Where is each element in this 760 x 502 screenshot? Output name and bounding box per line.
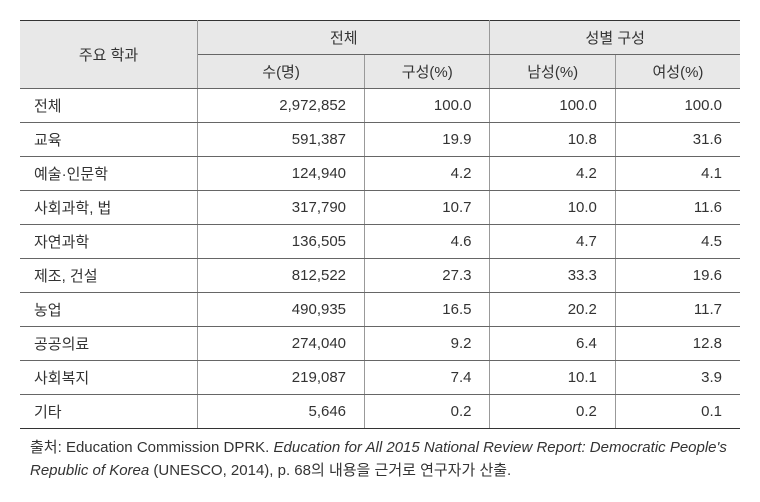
cell-female: 19.6 [615, 259, 740, 293]
cell-count: 812,522 [198, 259, 365, 293]
source-detail: (UNESCO, 2014), p. 68의 내용을 근거로 연구자가 산출. [149, 462, 511, 479]
header-male: 남성(%) [490, 55, 615, 89]
cell-count: 274,040 [198, 327, 365, 361]
table-row: 공공의료274,0409.26.412.8 [20, 327, 740, 361]
cell-pct: 4.2 [365, 157, 490, 191]
cell-female: 3.9 [615, 361, 740, 395]
cell-male: 20.2 [490, 293, 615, 327]
header-major: 주요 학과 [20, 21, 198, 89]
cell-female: 31.6 [615, 123, 740, 157]
table-row: 자연과학136,5054.64.74.5 [20, 225, 740, 259]
cell-female: 11.6 [615, 191, 740, 225]
cell-label: 공공의료 [20, 327, 198, 361]
cell-pct: 4.6 [365, 225, 490, 259]
cell-count: 124,940 [198, 157, 365, 191]
cell-male: 6.4 [490, 327, 615, 361]
header-gender-group: 성별 구성 [490, 21, 740, 55]
table-row: 기타5,6460.20.20.1 [20, 395, 740, 429]
table-header: 주요 학과 전체 성별 구성 수(명) 구성(%) 남성(%) 여성(%) [20, 21, 740, 89]
table-row: 사회과학, 법317,79010.710.011.6 [20, 191, 740, 225]
cell-count: 2,972,852 [198, 89, 365, 123]
cell-count: 219,087 [198, 361, 365, 395]
cell-label: 제조, 건설 [20, 259, 198, 293]
cell-male: 10.8 [490, 123, 615, 157]
cell-female: 12.8 [615, 327, 740, 361]
cell-female: 0.1 [615, 395, 740, 429]
cell-label: 사회복지 [20, 361, 198, 395]
data-table: 주요 학과 전체 성별 구성 수(명) 구성(%) 남성(%) 여성(%) 전체… [20, 20, 740, 429]
table-row: 교육591,38719.910.831.6 [20, 123, 740, 157]
cell-label: 사회과학, 법 [20, 191, 198, 225]
table-row: 사회복지219,0877.410.13.9 [20, 361, 740, 395]
cell-male: 100.0 [490, 89, 615, 123]
header-count: 수(명) [198, 55, 365, 89]
cell-female: 4.5 [615, 225, 740, 259]
source-label: 출처: [30, 439, 66, 456]
table-body: 전체2,972,852100.0100.0100.0교육591,38719.91… [20, 89, 740, 429]
cell-pct: 100.0 [365, 89, 490, 123]
cell-female: 11.7 [615, 293, 740, 327]
cell-male: 0.2 [490, 395, 615, 429]
cell-label: 농업 [20, 293, 198, 327]
cell-label: 예술·인문학 [20, 157, 198, 191]
cell-count: 136,505 [198, 225, 365, 259]
cell-male: 10.1 [490, 361, 615, 395]
cell-pct: 19.9 [365, 123, 490, 157]
cell-female: 4.1 [615, 157, 740, 191]
cell-label: 자연과학 [20, 225, 198, 259]
table-row: 제조, 건설812,52227.333.319.6 [20, 259, 740, 293]
table-row: 예술·인문학124,9404.24.24.1 [20, 157, 740, 191]
table-row: 전체2,972,852100.0100.0100.0 [20, 89, 740, 123]
header-pct: 구성(%) [365, 55, 490, 89]
cell-label: 기타 [20, 395, 198, 429]
cell-pct: 7.4 [365, 361, 490, 395]
cell-female: 100.0 [615, 89, 740, 123]
source-org: Education Commission DPRK. [66, 439, 274, 456]
cell-pct: 9.2 [365, 327, 490, 361]
cell-count: 591,387 [198, 123, 365, 157]
table-row: 농업490,93516.520.211.7 [20, 293, 740, 327]
header-total-group: 전체 [198, 21, 490, 55]
header-female: 여성(%) [615, 55, 740, 89]
cell-male: 33.3 [490, 259, 615, 293]
cell-pct: 16.5 [365, 293, 490, 327]
cell-male: 4.7 [490, 225, 615, 259]
cell-male: 4.2 [490, 157, 615, 191]
cell-count: 317,790 [198, 191, 365, 225]
cell-male: 10.0 [490, 191, 615, 225]
cell-pct: 10.7 [365, 191, 490, 225]
cell-label: 전체 [20, 89, 198, 123]
cell-count: 490,935 [198, 293, 365, 327]
cell-pct: 27.3 [365, 259, 490, 293]
source-citation: 출처: Education Commission DPRK. Education… [20, 437, 740, 482]
cell-pct: 0.2 [365, 395, 490, 429]
cell-label: 교육 [20, 123, 198, 157]
cell-count: 5,646 [198, 395, 365, 429]
